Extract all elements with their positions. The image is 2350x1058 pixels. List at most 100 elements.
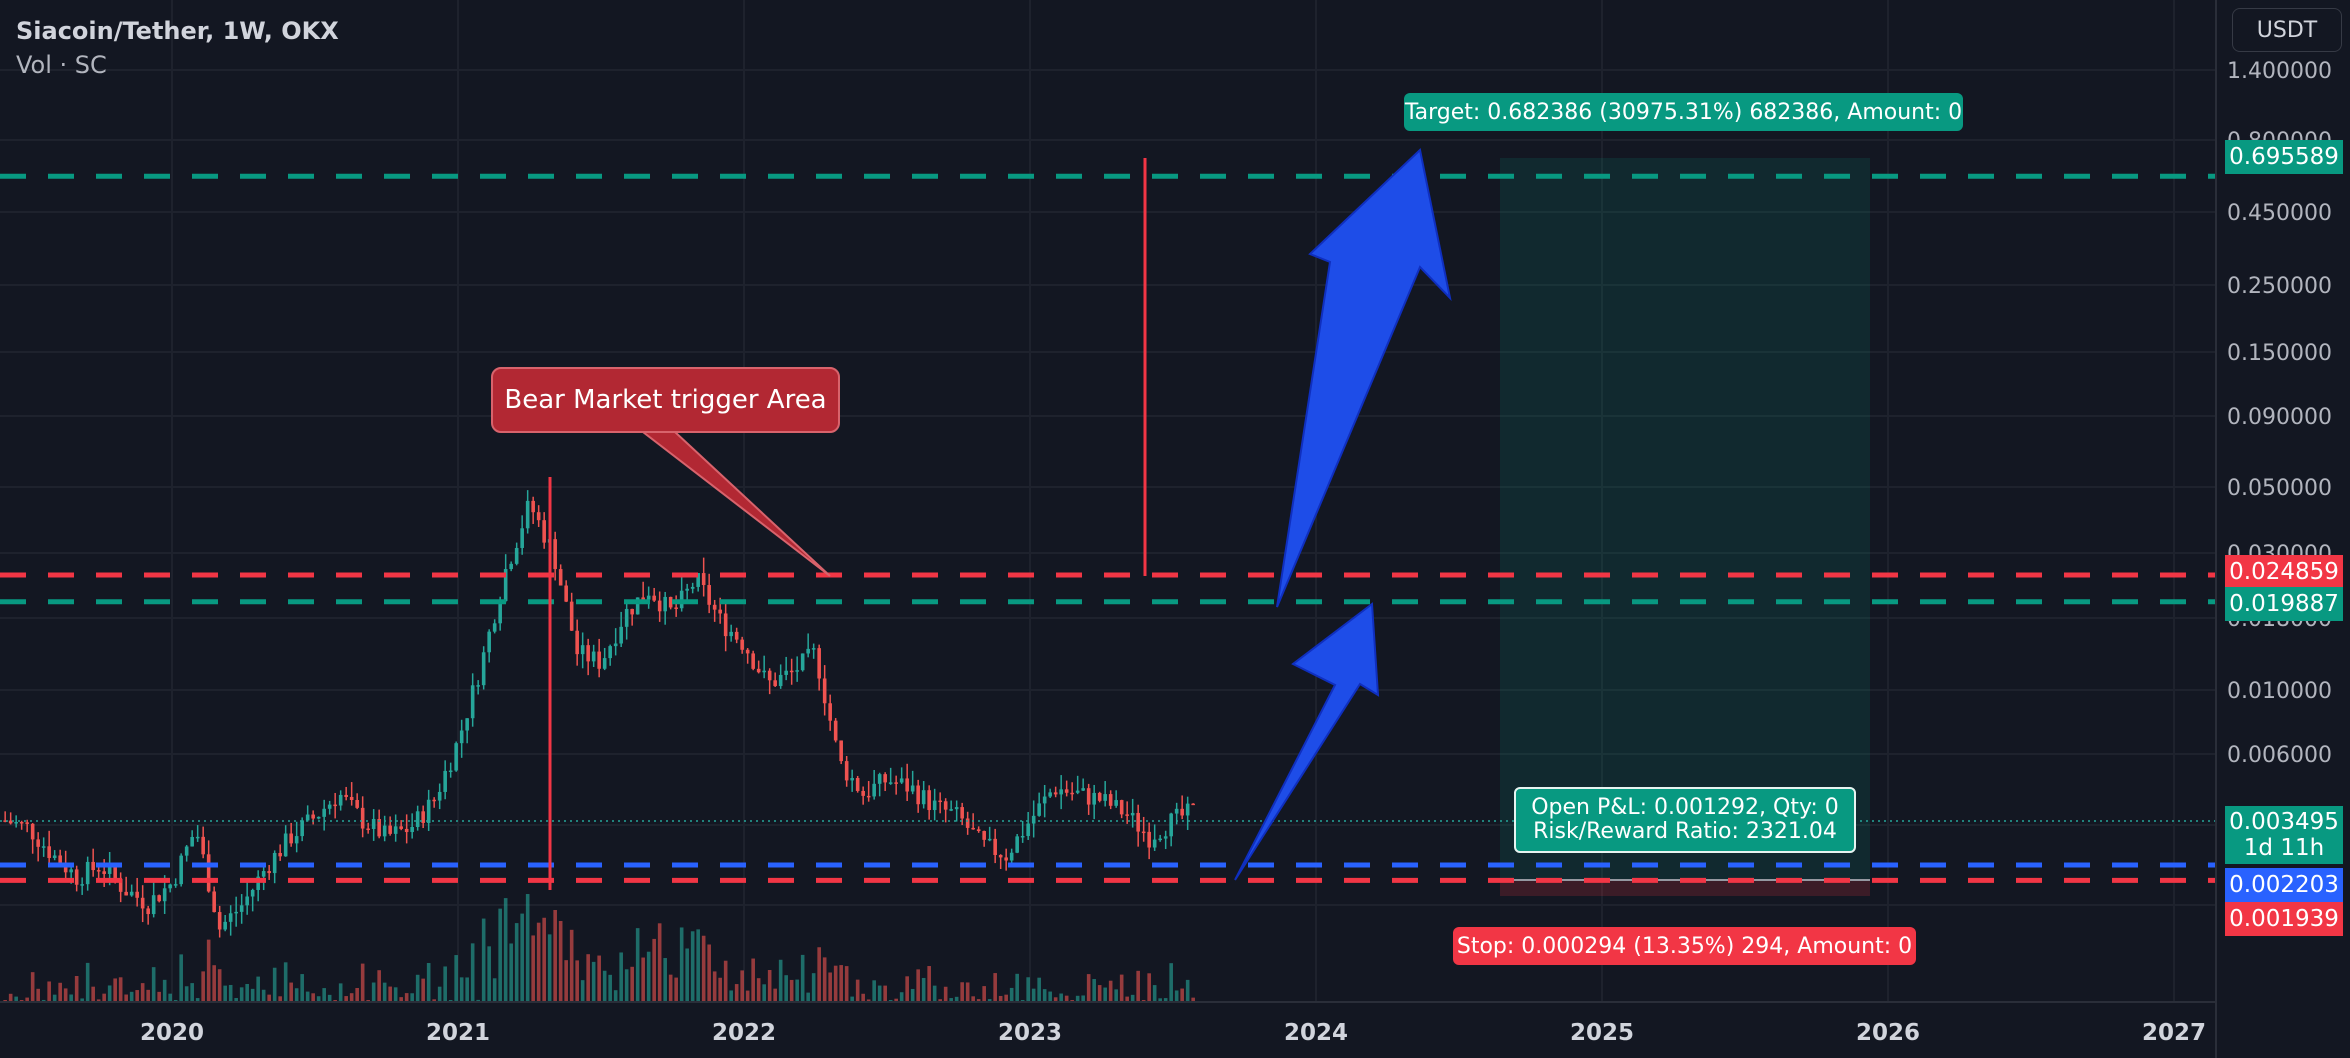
candle-body xyxy=(371,819,376,829)
candle-body xyxy=(393,826,398,834)
volume-bar xyxy=(454,955,458,1002)
volume-bar xyxy=(1009,987,1014,1002)
volume-bar xyxy=(806,992,810,1002)
volume-bar xyxy=(162,979,167,1002)
candle-body xyxy=(635,597,640,615)
volume-bar xyxy=(762,984,766,1002)
candle-body xyxy=(536,512,541,521)
volume-bar xyxy=(674,977,678,1002)
candle-body xyxy=(602,658,607,669)
target-label[interactable]: Target: 0.682386 (30975.31%) 682386, Amo… xyxy=(1404,93,1963,131)
volume-bar xyxy=(773,988,777,1002)
volume-bar xyxy=(195,998,200,1002)
candle-body xyxy=(894,782,898,784)
candle-body xyxy=(344,794,348,797)
volume-bar xyxy=(36,988,40,1002)
volume-bars xyxy=(3,894,1195,1002)
volume-bar xyxy=(41,999,46,1002)
candle-body xyxy=(641,597,645,600)
volume-bar xyxy=(861,993,865,1002)
time-tick-label: 2020 xyxy=(140,1020,204,1046)
volume-indicator-label[interactable]: Vol · SC xyxy=(16,51,107,79)
volume-bar xyxy=(822,957,827,1002)
stop-label[interactable]: Stop: 0.000294 (13.35%) 294, Amount: 0 xyxy=(1453,927,1916,965)
volume-bar xyxy=(635,928,640,1002)
candle-body xyxy=(855,778,860,791)
risk-reward-text: Risk/Reward Ratio: 2321.04 xyxy=(1533,819,1837,844)
candle-body xyxy=(591,651,596,662)
candle-body xyxy=(223,921,227,930)
pnl-text: Open P&L: 0.001292, Qty: 0 xyxy=(1531,795,1839,820)
volume-bar xyxy=(157,991,161,1002)
candle-body xyxy=(1086,788,1091,805)
candle-body xyxy=(960,807,964,819)
volume-bar xyxy=(1031,988,1036,1002)
volume-bar xyxy=(74,975,79,1002)
volume-bar xyxy=(916,969,920,1002)
volume-bar xyxy=(663,958,667,1002)
volume-bar xyxy=(124,994,128,1002)
volume-bar xyxy=(580,980,585,1002)
candle-body xyxy=(811,648,816,650)
candle-body xyxy=(245,896,249,906)
volume-bar xyxy=(316,996,321,1002)
candle-body xyxy=(47,846,51,859)
volume-bar xyxy=(283,962,288,1002)
volume-bar xyxy=(921,977,926,1002)
price-tick-label: 1.400000 xyxy=(2227,59,2332,84)
volume-bar xyxy=(993,973,997,1002)
volume-bar xyxy=(206,939,211,1002)
candle-body xyxy=(338,794,343,806)
pnl-label[interactable]: Open P&L: 0.001292, Qty: 0 Risk/Reward R… xyxy=(1514,787,1856,853)
volume-bar xyxy=(393,987,398,1002)
currency-button[interactable]: USDT xyxy=(2232,8,2342,52)
volume-bar xyxy=(492,978,497,1002)
candle-body xyxy=(784,670,788,675)
candle-body xyxy=(261,871,266,877)
candle-body xyxy=(14,822,18,824)
volume-bar xyxy=(1004,994,1008,1002)
candle-body xyxy=(168,884,172,889)
chart-header: Siacoin/Tether, 1W, OKX Vol · SC xyxy=(16,14,339,82)
candle-body xyxy=(729,631,733,637)
price-tick-label: 0.150000 xyxy=(2227,341,2332,366)
position-loss-zone xyxy=(1500,880,1870,896)
volume-bar xyxy=(982,986,986,1002)
volume-bar xyxy=(872,980,876,1002)
volume-bar xyxy=(1125,996,1129,1002)
volume-bar xyxy=(371,982,376,1002)
symbol-title[interactable]: Siacoin/Tether, 1W, OKX xyxy=(16,17,339,45)
volume-bar xyxy=(1037,977,1041,1002)
candle-body xyxy=(987,838,992,841)
candle-body xyxy=(206,854,211,892)
volume-bar xyxy=(558,920,563,1002)
volume-bar xyxy=(1053,997,1058,1002)
candle-body xyxy=(850,778,854,781)
volume-bar xyxy=(8,993,13,1002)
volume-bar xyxy=(976,999,981,1002)
candle-body xyxy=(1081,788,1085,791)
candle-body xyxy=(624,608,629,627)
arrow-large xyxy=(1276,148,1452,608)
volume-bar xyxy=(564,960,568,1002)
volume-bar xyxy=(1119,974,1124,1002)
candles xyxy=(3,490,1195,938)
volume-bar xyxy=(311,993,315,1002)
volume-bar xyxy=(679,927,684,1002)
volume-bar xyxy=(613,990,618,1002)
bear-market-callout[interactable]: Bear Market trigger Area xyxy=(491,367,840,433)
candle-body xyxy=(272,852,277,874)
candle-body xyxy=(1064,789,1069,793)
volume-bar xyxy=(234,998,238,1002)
candle-body xyxy=(1114,800,1118,806)
candle-body xyxy=(844,761,849,781)
candle-body xyxy=(289,833,293,844)
volume-bar xyxy=(817,947,821,1002)
candle-body xyxy=(421,811,425,823)
volume-bar xyxy=(943,986,948,1002)
candle-body xyxy=(80,884,84,886)
volume-bar xyxy=(129,991,134,1002)
volume-bar xyxy=(778,959,783,1002)
candle-body xyxy=(184,846,189,856)
